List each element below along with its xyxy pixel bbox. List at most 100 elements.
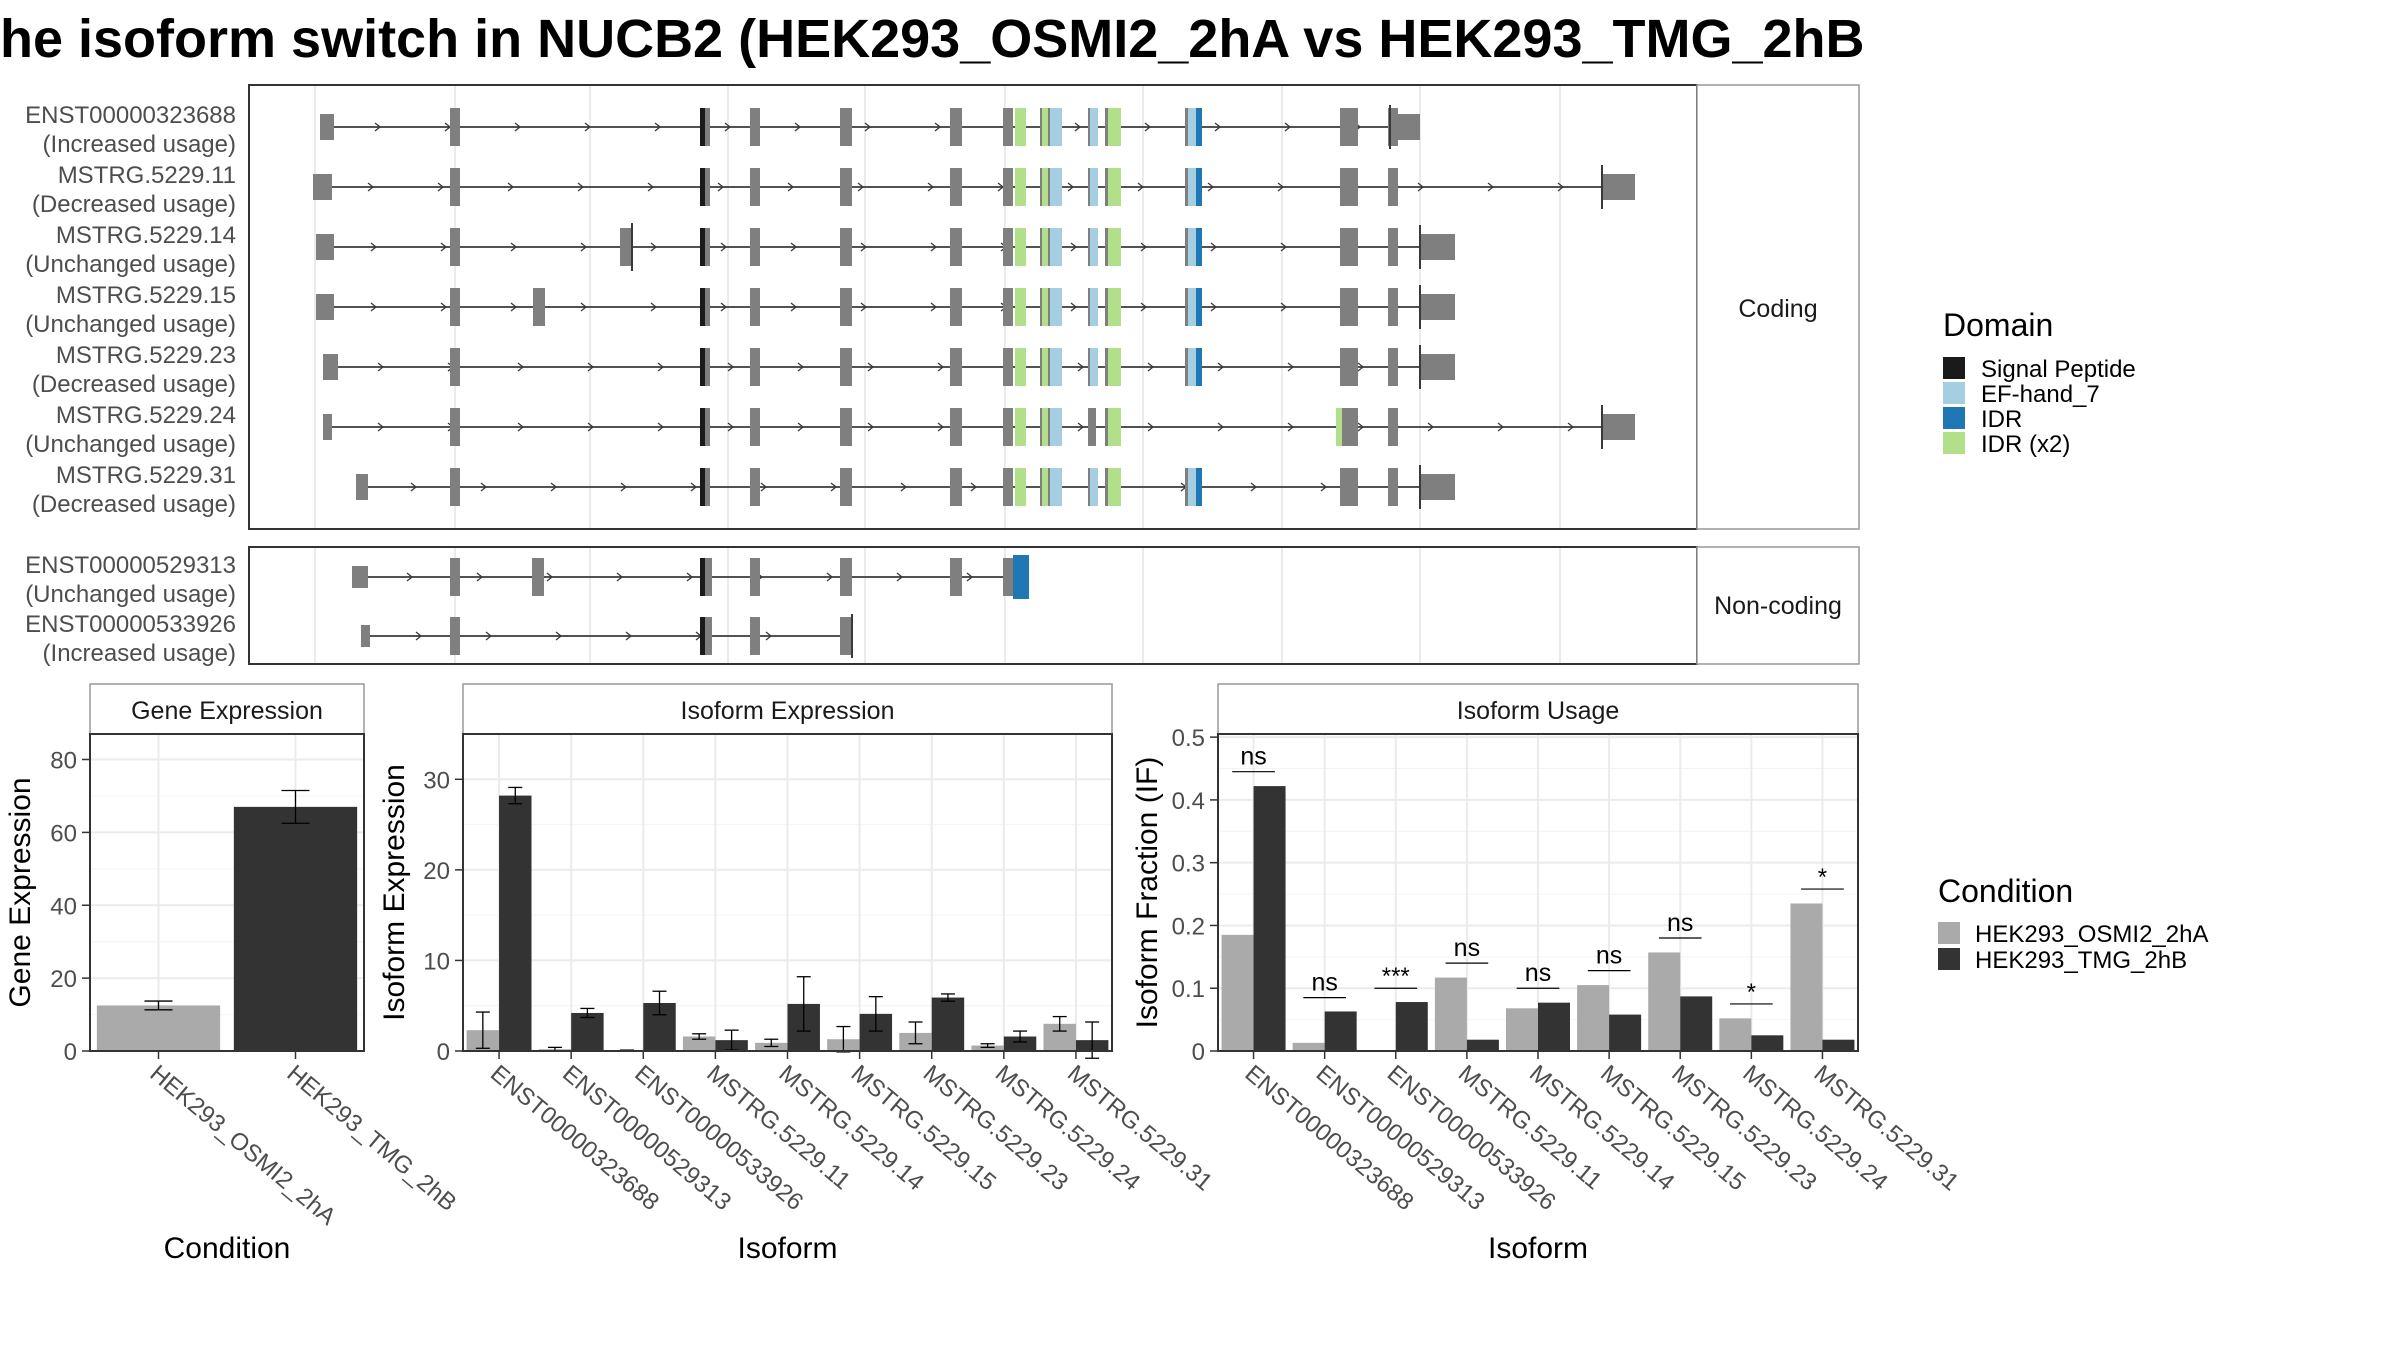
- domain-signal-peptide: [700, 108, 705, 146]
- legend-label: HEK293_OSMI2_2hA: [1975, 921, 2208, 948]
- transcript-name: MSTRG.5229.11: [58, 162, 236, 189]
- intron-arrow: [900, 482, 908, 492]
- legend-label: IDR: [1981, 406, 2022, 433]
- noncoding-exon: [361, 625, 370, 647]
- transcript-name: ENST00000533926: [25, 611, 236, 638]
- utr3-exon: [1420, 294, 1455, 320]
- transcript-usage: (Increased usage): [43, 131, 236, 158]
- intron-arrow: [510, 302, 518, 312]
- y-tick-label: 20: [50, 966, 77, 993]
- significance-label: ns: [1667, 909, 1693, 937]
- noncoding-exon: [750, 558, 760, 596]
- transcript-row-MSTRG.5229.31: [356, 465, 1455, 509]
- cds-exon: [1340, 348, 1358, 386]
- cds-exon: [450, 288, 460, 326]
- domain-signal-peptide: [700, 617, 705, 655]
- cds-exon: [1003, 168, 1013, 206]
- noncoding-panel: [248, 546, 1698, 665]
- intron-arrow: [797, 422, 805, 432]
- intron-arrow: [1417, 182, 1425, 192]
- domain-idr: [1196, 228, 1202, 266]
- cds-exon: [1340, 228, 1358, 266]
- intron-arrow: [1140, 242, 1148, 252]
- intron-arrow: [1144, 122, 1152, 132]
- panel-border: [89, 733, 365, 1052]
- cds-exon: [1340, 468, 1358, 506]
- intron-arrow: [966, 572, 974, 582]
- domain-ef-hand-7: [1188, 348, 1196, 386]
- cds-exon: [1003, 108, 1013, 146]
- cds-exon: [1003, 288, 1013, 326]
- intron-arrow: [415, 631, 423, 641]
- significance-label: ns: [1454, 934, 1480, 962]
- noncoding-exon: [352, 566, 368, 588]
- bar: [1822, 1039, 1855, 1051]
- legend-swatch: [1938, 948, 1960, 970]
- domain-ef-hand-7: [1050, 408, 1062, 446]
- intron-arrow: [1210, 302, 1218, 312]
- cds-exon: [840, 228, 852, 266]
- significance-label: *: [1747, 979, 1756, 1006]
- domain-idr-x2-: [1042, 468, 1048, 506]
- cds-exon: [1388, 288, 1398, 326]
- noncoding-exon: [1003, 558, 1012, 596]
- coding-strip-box: [1696, 84, 1860, 530]
- panel-title: Gene Expression: [131, 697, 323, 725]
- cds-exon: [840, 348, 852, 386]
- intron-arrow: [370, 302, 378, 312]
- bar: [682, 1036, 716, 1051]
- bar: [1790, 903, 1823, 1051]
- noncoding-exon: [950, 558, 962, 596]
- intron-arrow: [1284, 122, 1292, 132]
- noncoding-exon: [450, 558, 460, 596]
- intron-arrow: [650, 242, 658, 252]
- cds-exon: [1388, 228, 1398, 266]
- intron-arrow: [580, 242, 588, 252]
- intron-arrow: [580, 302, 588, 312]
- intron-arrow: [510, 242, 518, 252]
- domain-ef-hand-7: [1188, 168, 1196, 206]
- bar: [1538, 1002, 1570, 1051]
- cds-exon: [620, 228, 632, 266]
- intron-arrow: [1287, 422, 1295, 432]
- cds-exon: [1388, 168, 1398, 206]
- intron-arrow: [437, 182, 445, 192]
- bar: [1577, 985, 1610, 1051]
- y-tick-label: 0: [1192, 1039, 1205, 1066]
- domain-signal-peptide: [700, 288, 705, 326]
- bar: [1003, 1036, 1037, 1051]
- intron-arrow: [577, 182, 585, 192]
- intron-arrow: [830, 482, 838, 492]
- utr3-exon: [1420, 474, 1455, 500]
- significance-label: ns: [1240, 743, 1266, 771]
- cds-exon: [950, 408, 962, 446]
- domain-idr-x2-: [1042, 228, 1048, 266]
- domain-idr-x2-: [1108, 168, 1121, 206]
- domain-ef-hand-7: [1090, 468, 1098, 506]
- intron-arrow: [717, 182, 725, 192]
- cds-exon: [450, 348, 460, 386]
- domain-signal-peptide: [700, 228, 705, 266]
- x-axis-title: Isoform: [737, 1232, 837, 1265]
- cds-exon: [950, 468, 962, 506]
- cds-exon: [1003, 228, 1013, 266]
- intron-arrow: [625, 631, 633, 641]
- noncoding-transcripts: [352, 555, 1029, 658]
- intron-arrow: [584, 122, 592, 132]
- utr3-exon: [1602, 174, 1635, 200]
- intron-arrow: [867, 422, 875, 432]
- cds-exon: [450, 108, 460, 146]
- transcript-usage: (Unchanged usage): [25, 431, 236, 458]
- transcript-row-ENST00000533926: [361, 614, 853, 658]
- y-tick-label: 0.1: [1172, 976, 1205, 1003]
- intron-arrow: [657, 422, 665, 432]
- utr5-exon: [356, 474, 368, 500]
- panel-title: Isoform Usage: [1457, 697, 1620, 725]
- intron-arrow: [790, 242, 798, 252]
- intron-arrow: [937, 362, 945, 372]
- cds-exon: [840, 288, 852, 326]
- intron-arrow: [377, 422, 385, 432]
- intron-arrow: [550, 482, 558, 492]
- domain-idr-x2-: [1042, 168, 1048, 206]
